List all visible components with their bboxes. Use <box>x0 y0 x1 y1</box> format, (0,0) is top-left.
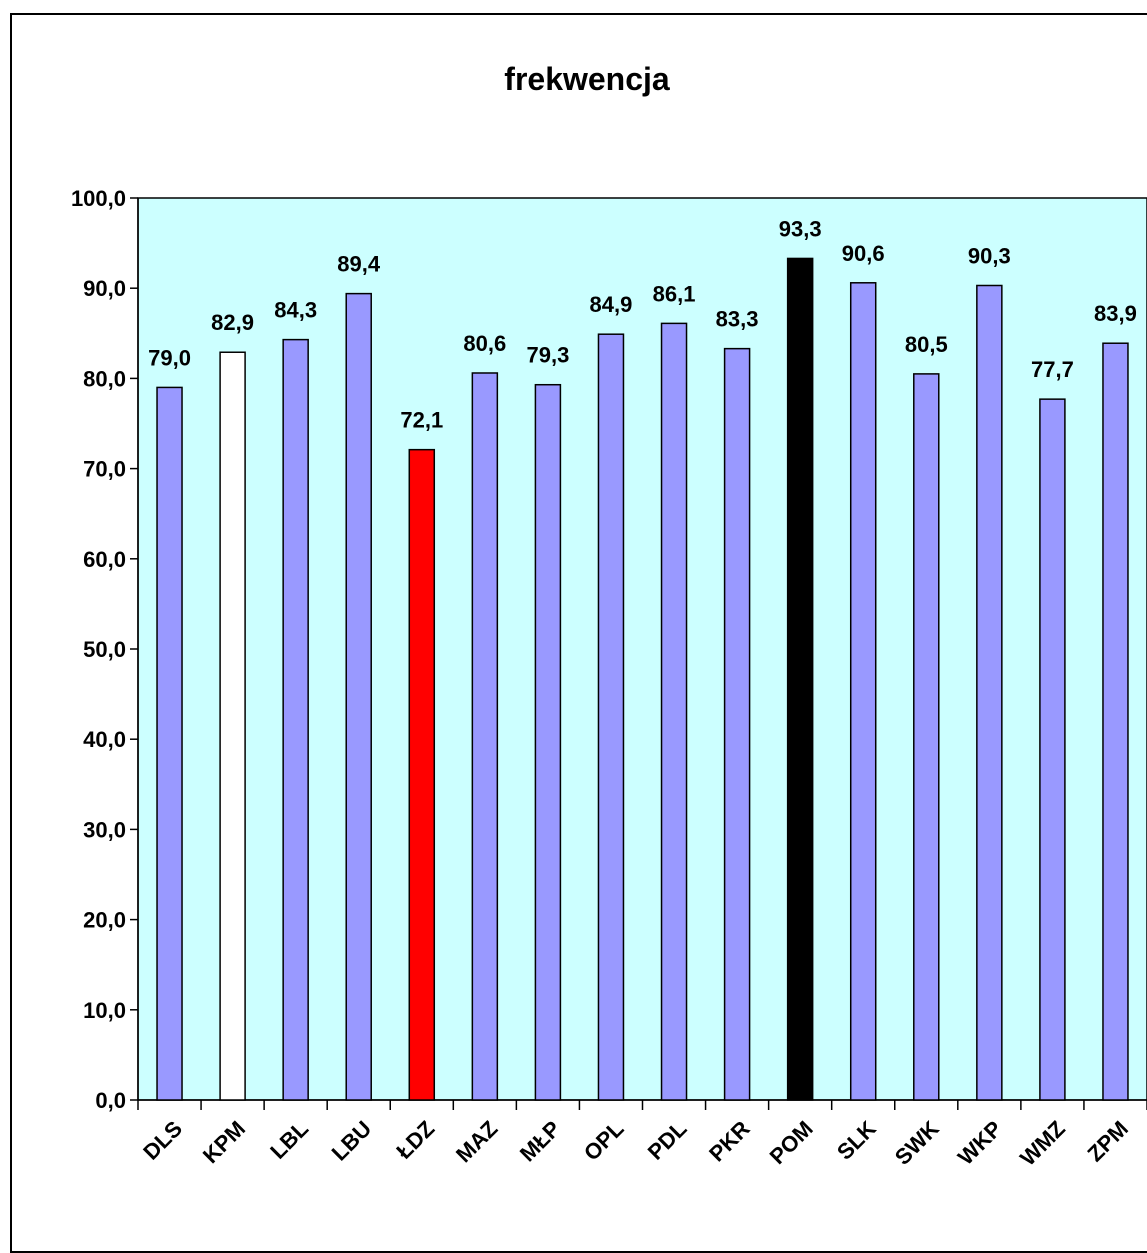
category-label-ZPM: ZPM <box>1082 1116 1133 1167</box>
data-label-MAZ: 80,6 <box>463 331 506 356</box>
bar-MAZ <box>471 372 499 1101</box>
category-label-SWK: SWK <box>890 1116 944 1170</box>
category-label-LBL: LBL <box>265 1116 313 1164</box>
category-label-WKP: WKP <box>953 1116 1007 1170</box>
bar-LBL <box>282 338 309 1101</box>
data-label-SWK: 80,5 <box>905 332 948 357</box>
x-axis <box>137 1099 1147 1110</box>
data-label-OPL: 84,9 <box>590 292 633 317</box>
category-label-OPL: OPL <box>579 1116 629 1166</box>
bar-ŁDZ <box>408 448 436 1101</box>
y-tick-label: 40,0 <box>83 727 126 752</box>
bar-SWK <box>913 373 940 1101</box>
data-label-WMZ: 77,7 <box>1031 357 1074 382</box>
y-tick-label: 10,0 <box>83 998 126 1023</box>
y-tick-label: 100,0 <box>71 186 126 211</box>
y-tick-label: 70,0 <box>83 457 126 482</box>
data-label-LBL: 84,3 <box>274 298 317 323</box>
bar-PKR <box>723 347 751 1101</box>
bars-group <box>156 257 1129 1101</box>
data-label-ZPM: 83,9 <box>1094 301 1137 326</box>
bar-ZPM <box>1102 342 1129 1101</box>
y-tick-label: 60,0 <box>83 547 126 572</box>
y-tick-label: 50,0 <box>83 637 126 662</box>
data-label-MŁP: 79,3 <box>526 343 569 368</box>
bar-WKP <box>976 284 1003 1101</box>
y-tick-label: 90,0 <box>83 276 126 301</box>
category-label-DLS: DLS <box>138 1116 187 1165</box>
data-label-ŁDZ: 72,1 <box>400 408 443 433</box>
category-label-POM: POM <box>765 1116 818 1169</box>
data-label-LBU: 89,4 <box>337 252 381 277</box>
y-tick-label: 0,0 <box>95 1088 126 1113</box>
category-label-PDL: PDL <box>643 1116 692 1165</box>
bar-DLS <box>156 386 183 1101</box>
category-label-LBU: LBU <box>327 1116 377 1166</box>
bar-SLK <box>849 282 877 1101</box>
bar-KPM <box>219 351 246 1101</box>
data-label-PDL: 86,1 <box>653 281 696 306</box>
bar-PDL <box>660 322 688 1101</box>
category-label-ŁDZ: ŁDZ <box>391 1116 439 1164</box>
data-label-KPM: 82,9 <box>211 310 254 335</box>
y-tick-label: 20,0 <box>83 908 126 933</box>
bar-MŁP <box>534 383 562 1101</box>
category-label-PKR: PKR <box>704 1116 755 1167</box>
data-labels-group: 79,0 82,9 84,3 89,4 72,1 80,6 79,3 84,9 86,1 83,3… <box>148 216 1137 432</box>
category-label-SLK: SLK <box>832 1116 881 1165</box>
bar-POM <box>786 257 814 1101</box>
y-tick-label: 30,0 <box>83 817 126 842</box>
bar-OPL <box>597 333 625 1101</box>
category-label-MŁP: MŁP <box>515 1116 566 1167</box>
data-label-POM: 93,3 <box>779 216 822 241</box>
chart-title: frekwencja <box>504 61 670 97</box>
data-label-WKP: 90,3 <box>968 243 1011 268</box>
y-axis: 0,0 10,0 20,0 30,0 40,0 50,0 60,0 70,0 80,0 90,0 1… <box>71 186 139 1113</box>
data-label-DLS: 79,0 <box>148 345 191 370</box>
data-label-PKR: 83,3 <box>716 307 759 332</box>
y-tick-label: 80,0 <box>83 366 126 391</box>
bar-LBU <box>345 292 372 1101</box>
data-label-SLK: 90,6 <box>842 241 885 266</box>
category-labels-group: DLS KPM LBL LBU ŁDZ MAZ MŁP OPL PDL PKR POM SLK SWK W… <box>138 1116 1133 1171</box>
bar-WMZ <box>1039 398 1066 1101</box>
category-label-WMZ: WMZ <box>1015 1116 1070 1171</box>
category-label-KPM: KPM <box>198 1116 250 1168</box>
category-label-MAZ: MAZ <box>451 1116 502 1167</box>
